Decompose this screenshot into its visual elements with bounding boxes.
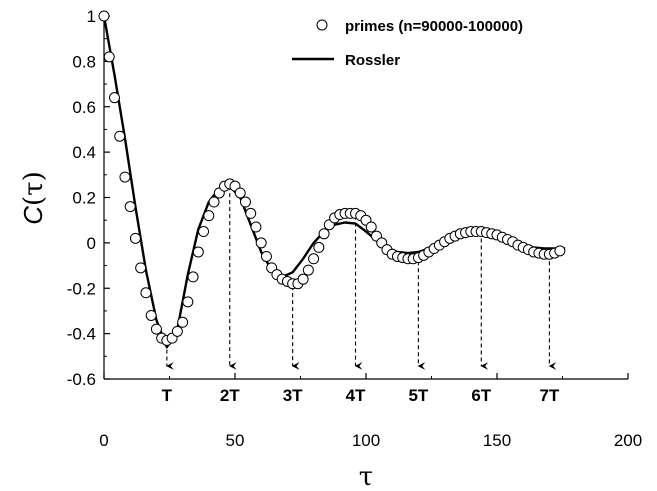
primes-point	[297, 273, 309, 285]
y-tick-label: 0.4	[72, 143, 96, 162]
x-tick-label: 100	[352, 431, 380, 450]
primes-point	[365, 221, 377, 233]
primes-point	[124, 201, 136, 213]
primes-point	[255, 237, 267, 249]
x-axis-title: τ	[359, 462, 373, 491]
y-tick-label: 1	[87, 7, 96, 26]
primes-point	[135, 262, 147, 274]
primes-point	[98, 10, 110, 22]
primes-point	[140, 287, 152, 299]
period-label: 3T	[283, 386, 303, 405]
y-tick-label: 0.2	[72, 189, 96, 208]
y-tick-label: 0	[87, 234, 96, 253]
primes-point	[318, 228, 330, 240]
primes-point	[171, 325, 183, 337]
primes-point	[177, 316, 189, 328]
period-label: T	[162, 386, 173, 405]
period-label: 7T	[539, 386, 559, 405]
rossler-line	[102, 15, 566, 349]
legend: primes (n=90000-100000) Rossler	[292, 18, 523, 69]
primes-point	[108, 92, 120, 104]
y-axis-title: C(τ)	[18, 171, 49, 224]
primes-point	[260, 250, 272, 262]
primes-point	[208, 196, 220, 208]
axes: 1 0.8 0.6 0.4 0.2 0 -0.2 -0.4 -0.6 0 50 100 150 200	[67, 7, 642, 450]
x-tick-label: 50	[226, 431, 245, 450]
primes-point	[203, 210, 215, 222]
x-tick-label: 200	[614, 431, 642, 450]
legend-label-rossler: Rossler	[345, 52, 400, 69]
primes-point	[103, 51, 115, 63]
primes-point	[554, 245, 566, 257]
x-tick-label: 0	[99, 431, 108, 450]
y-tick-label: -0.6	[67, 370, 96, 389]
legend-marker-primes	[316, 19, 328, 31]
primes-point	[150, 323, 162, 335]
primes-point	[239, 196, 251, 208]
primes-point	[145, 309, 157, 321]
period-label: 5T	[408, 386, 428, 405]
primes-point	[302, 264, 314, 276]
primes-point	[182, 296, 194, 308]
x-tick-label: 150	[483, 431, 511, 450]
primes-point	[308, 253, 320, 265]
primes-point	[187, 271, 199, 283]
period-label: 6T	[471, 386, 491, 405]
period-label: 2T	[220, 386, 240, 405]
y-tick-label: 0.8	[72, 52, 96, 71]
primes-point	[119, 171, 131, 183]
y-tick-label: 0.6	[72, 98, 96, 117]
primes-point	[114, 130, 126, 142]
rossler-series	[102, 15, 566, 349]
period-label: 4T	[346, 386, 366, 405]
legend-label-primes: primes (n=90000-100000)	[345, 18, 523, 35]
primes-series	[98, 10, 566, 346]
period-annotations: T 2T 3T 4T 5T 6T 7T	[162, 186, 560, 405]
primes-point	[245, 207, 257, 219]
primes-point	[192, 246, 204, 258]
primes-point	[313, 241, 325, 253]
y-tick-label: -0.2	[67, 279, 96, 298]
primes-point	[198, 226, 210, 238]
primes-point	[250, 221, 262, 233]
y-tick-label: -0.4	[67, 325, 96, 344]
primes-point	[129, 232, 141, 244]
primes-point	[234, 187, 246, 199]
